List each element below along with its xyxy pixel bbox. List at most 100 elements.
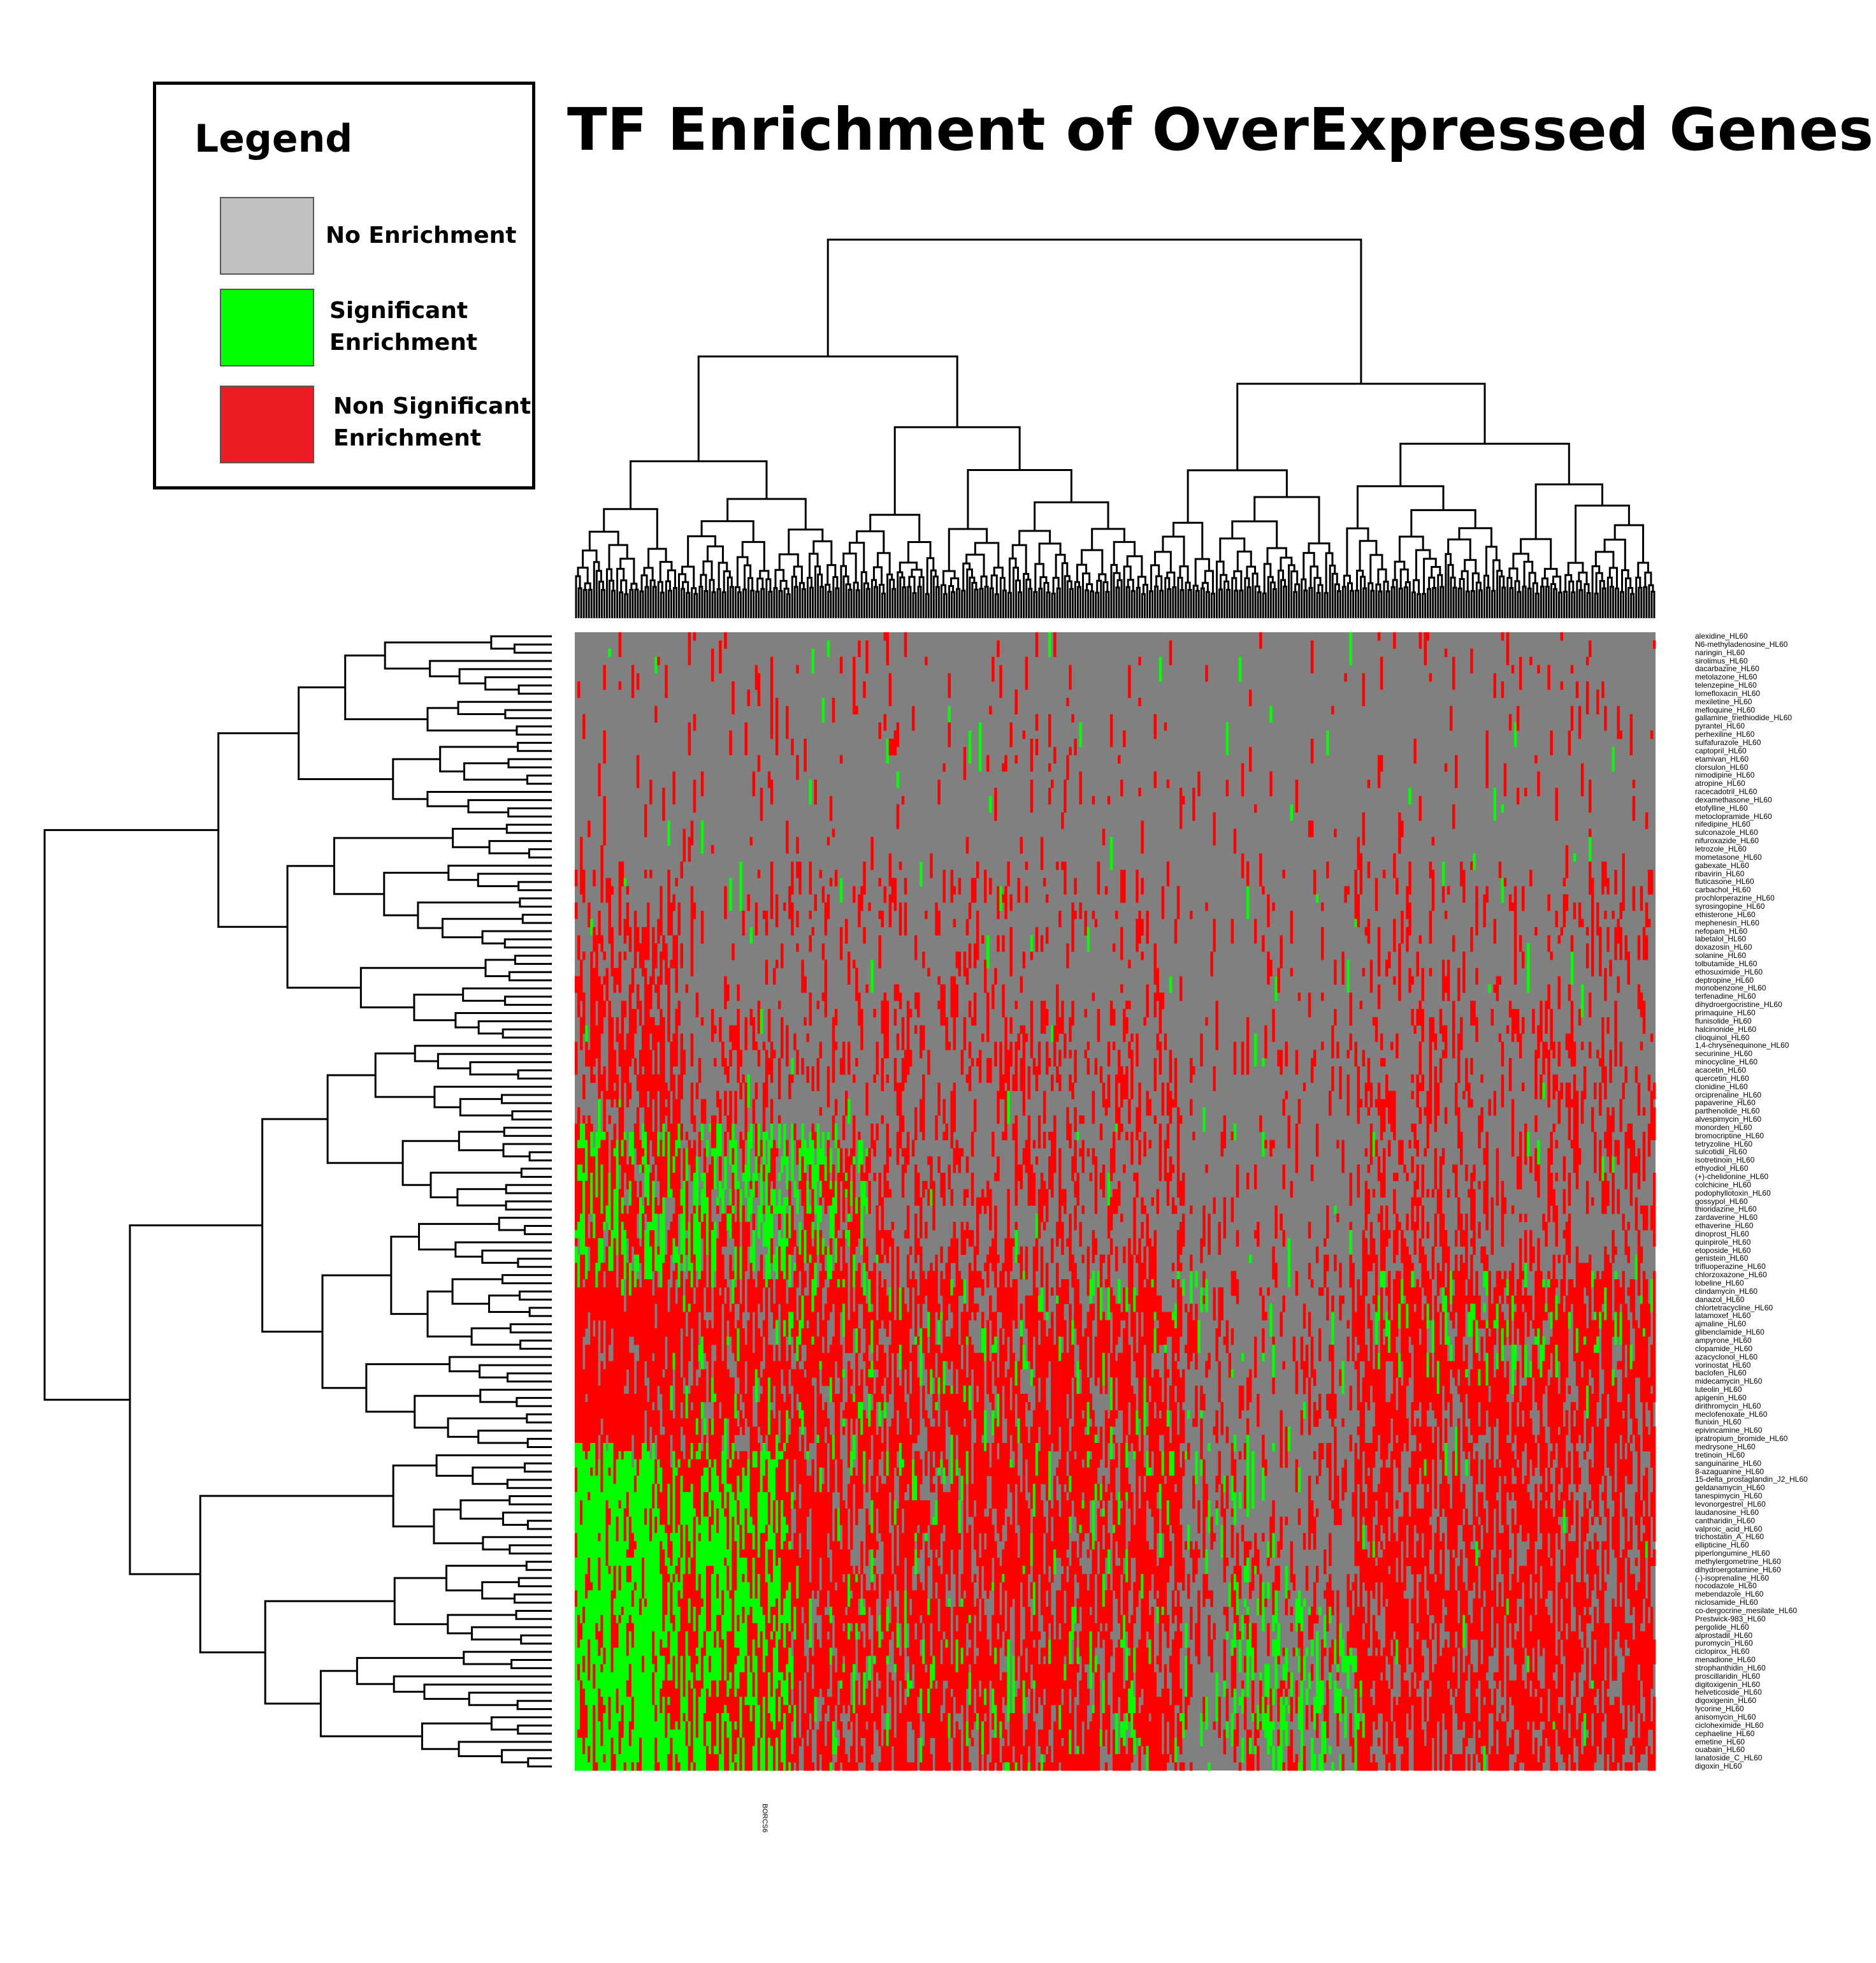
col-dendro-branch: [741, 540, 765, 571]
heatmap-cell: [834, 1271, 838, 1305]
col-dendro-branch: [605, 568, 613, 616]
heatmap-cell: [680, 1287, 683, 1321]
heatmap-cell: [765, 1656, 768, 1673]
heatmap-cell: [675, 878, 678, 887]
heatmap-cell: [826, 1140, 830, 1173]
heatmap-cell: [883, 1303, 887, 1321]
heatmap-cell: [618, 1541, 622, 1567]
heatmap-cell: [744, 1663, 747, 1681]
heatmap-cell: [631, 984, 635, 993]
heatmap-cell: [801, 1058, 804, 1075]
heatmap-cell: [628, 1303, 632, 1337]
heatmap-cell: [621, 1737, 624, 1746]
heatmap-cell: [732, 1541, 735, 1558]
heatmap-cell: [734, 1025, 737, 1050]
heatmap-cell: [649, 1582, 653, 1616]
heatmap-cell: [670, 1663, 673, 1681]
heatmap-cell: [608, 1697, 611, 1730]
heatmap-cell: [858, 894, 861, 927]
heatmap-cell: [726, 1066, 730, 1083]
heatmap-cell: [811, 1565, 814, 1591]
heatmap-cell: [865, 1418, 869, 1427]
heatmap-cell: [760, 788, 763, 821]
heatmap-cell: [700, 1697, 704, 1730]
heatmap-cell: [832, 1746, 835, 1755]
heatmap-cell: [585, 1762, 588, 1771]
heatmap-cell: [605, 1680, 609, 1714]
heatmap-cell: [754, 1565, 758, 1599]
row-dendro-branch: [502, 1511, 552, 1526]
heatmap-cell: [628, 1721, 632, 1746]
row-dendro-branch: [507, 758, 552, 769]
heatmap-cell: [786, 1238, 789, 1247]
heatmap-cell: [652, 1017, 655, 1050]
heatmap-cell: [603, 1443, 606, 1460]
heatmap-cell: [631, 1017, 635, 1034]
heatmap-cell: [858, 1418, 861, 1435]
heatmap-cell: [590, 1303, 593, 1337]
heatmap-cell: [721, 1541, 725, 1567]
row-dendro-branch: [505, 1184, 552, 1194]
heatmap-cell: [749, 1541, 753, 1567]
heatmap-cell: [636, 1361, 640, 1394]
heatmap-cell: [688, 1393, 691, 1419]
heatmap-cell: [893, 1607, 897, 1632]
heatmap-cell: [708, 1623, 712, 1632]
heatmap-cell: [639, 1648, 642, 1665]
heatmap-cell: [747, 1656, 750, 1673]
row-dendro-branch: [528, 1307, 552, 1317]
heatmap-cell: [626, 1492, 630, 1518]
heatmap-cell: [575, 1762, 578, 1771]
heatmap-cell: [693, 1303, 696, 1329]
heatmap-cell: [708, 1672, 712, 1697]
heatmap-cell: [742, 1574, 745, 1583]
col-dendro-branch: [1283, 585, 1288, 616]
heatmap-cell: [641, 1688, 645, 1722]
heatmap-cell: [626, 1173, 630, 1190]
heatmap-cell: [652, 1549, 655, 1583]
heatmap-cell: [824, 984, 828, 1018]
heatmap-cell: [824, 1246, 828, 1255]
heatmap-cell: [588, 1492, 591, 1501]
heatmap-cell: [672, 1213, 675, 1239]
heatmap-cell: [729, 1148, 732, 1165]
heatmap-cell: [826, 1680, 830, 1689]
heatmap-cell: [793, 1754, 797, 1763]
heatmap-cell: [719, 1697, 722, 1706]
heatmap-cell: [754, 1295, 758, 1321]
heatmap-cell: [752, 1115, 756, 1124]
heatmap-cell: [693, 1254, 696, 1288]
heatmap-cell: [765, 1541, 768, 1550]
col-dendro-branch: [911, 569, 923, 577]
heatmap-cell: [796, 1705, 799, 1739]
heatmap-cell: [593, 1238, 596, 1263]
heatmap-cell: [883, 1443, 887, 1476]
heatmap-cell: [580, 1451, 583, 1484]
col-dendro-branch: [1336, 590, 1341, 616]
heatmap-cell: [662, 1058, 665, 1075]
heatmap-cell: [652, 1729, 655, 1763]
heatmap-cell: [631, 1648, 635, 1665]
heatmap-cell: [608, 1688, 611, 1697]
heatmap-cell: [675, 1426, 678, 1460]
heatmap-cell: [641, 1074, 645, 1108]
heatmap-cell: [593, 1263, 596, 1271]
heatmap-cell: [665, 1729, 668, 1739]
heatmap-cell: [842, 1041, 846, 1075]
heatmap-cell: [881, 1672, 884, 1689]
heatmap-cell: [636, 1475, 640, 1509]
heatmap-cell: [649, 869, 653, 878]
heatmap-cell: [641, 1467, 645, 1484]
heatmap-cell: [816, 1058, 820, 1091]
heatmap-cell: [845, 1614, 848, 1624]
heatmap-cell: [677, 1320, 681, 1354]
heatmap-cell: [649, 1656, 653, 1673]
col-dendro-branch: [1266, 547, 1287, 564]
row-dendro-branch: [421, 1722, 492, 1750]
heatmap-cell: [595, 1762, 598, 1771]
heatmap-cell: [667, 1663, 670, 1673]
heatmap-cell: [616, 1435, 619, 1460]
heatmap-cell: [742, 1205, 745, 1239]
heatmap-cell: [703, 1729, 707, 1746]
heatmap-cell: [703, 1639, 707, 1648]
